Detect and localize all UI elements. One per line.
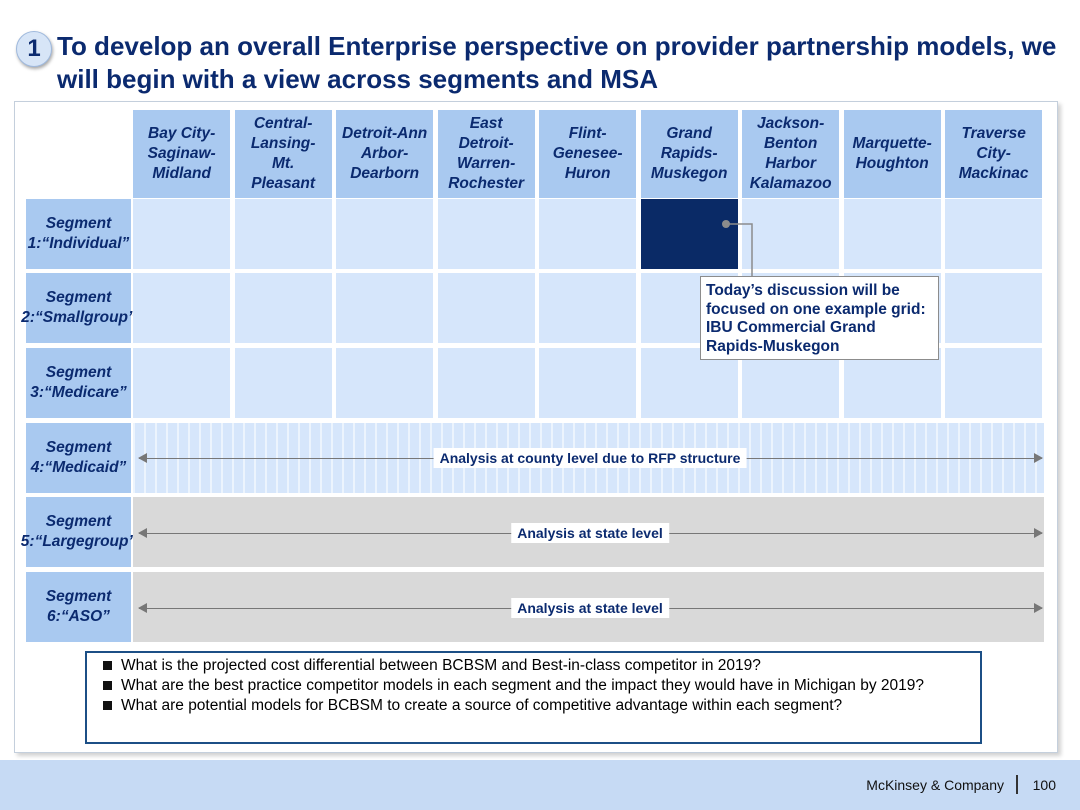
column-header-msa: Marquette- Houghton (843, 110, 941, 198)
label-line: Segment 4: (30, 439, 112, 476)
large-group-band-label: Analysis at state level (511, 523, 669, 543)
aso-band-label: Analysis at state level (511, 598, 669, 618)
grid-cell (539, 273, 637, 343)
label-line: East (469, 115, 503, 132)
label-line: Genesee- (552, 145, 623, 162)
grid-cell (234, 199, 332, 269)
label-line: Rochester (448, 175, 525, 192)
label-line: Segment 6: (45, 588, 112, 625)
label-line: Midland (152, 165, 211, 182)
column-header-msa: Jackson- Benton Harbor Kalamazoo (742, 110, 840, 198)
segment-row-header: Segment 6:“ASO” (26, 572, 131, 642)
grid-cell (539, 348, 637, 418)
grid-cell (234, 273, 332, 343)
label-line: “Medicaid” (44, 459, 127, 476)
highlighted-grid-cell (640, 199, 738, 269)
label-line: Grand (666, 125, 712, 142)
label-line: “Small (35, 309, 85, 326)
column-header-msa: Central- Lansing- Mt. Pleasant (234, 110, 332, 198)
discussion-callout: Today’s discussion will be focused on on… (700, 276, 939, 360)
grid-cell (336, 199, 434, 269)
label-line: Benton (763, 135, 818, 152)
grid-cell (133, 199, 231, 269)
label-line: Segment 2: (21, 289, 112, 326)
grid-cell (336, 348, 434, 418)
label-line: Muskegon (650, 165, 728, 182)
grid-cell (437, 273, 535, 343)
label-line: group” (84, 309, 136, 326)
column-header-msa: Traverse City- Mackinac (945, 110, 1043, 198)
label-line: Segment 3: (30, 364, 112, 401)
grid-cell (945, 273, 1043, 343)
segment-row-header: Segment 3:“Medicare” (26, 348, 131, 418)
label-line: Bay City- (148, 125, 216, 142)
label-line: Warren- (456, 155, 516, 172)
column-header-msa: East Detroit- Warren- Rochester (437, 110, 535, 198)
column-header-msa: Grand Rapids- Muskegon (640, 110, 738, 198)
grid-cell (945, 348, 1043, 418)
key-questions-box: What is the projected cost differential … (85, 651, 982, 744)
label-line: Lansing- (250, 135, 316, 152)
grid-cell (336, 273, 434, 343)
column-header-msa: Bay City- Saginaw- Midland (133, 110, 231, 198)
label-line: Jackson- (757, 115, 825, 132)
label-line: Traverse (961, 125, 1026, 142)
label-line: Mt. (271, 155, 295, 172)
segment-row-header: Segment 5:“Largegroup” (21, 497, 136, 567)
slide-number-badge: 1 (16, 31, 52, 67)
label-line: “Large (34, 533, 85, 550)
grid-cell (437, 199, 535, 269)
label-line: Segment 1: (27, 215, 112, 252)
question-item: What are the best practice competitor mo… (101, 676, 970, 696)
label-line: Huron (564, 165, 611, 182)
label-line: “ASO” (60, 608, 110, 625)
label-line: Houghton (855, 155, 929, 172)
label-line: Harbor (765, 155, 817, 172)
medicaid-band-label: Analysis at county level due to RFP stru… (433, 448, 747, 468)
label-line: Mackinac (958, 165, 1029, 182)
label-line: “Individual” (41, 235, 130, 252)
grid-cell (742, 199, 840, 269)
column-header-msa: Detroit-Ann Arbor- Dearborn (336, 110, 434, 198)
label-line: Segment 5: (20, 513, 112, 550)
slide-title: To develop an overall Enterprise perspec… (57, 31, 1057, 94)
label-line: Arbor- (360, 145, 409, 162)
segment-row-header: Segment 2:“Smallgroup” (21, 273, 136, 343)
grid-cell (945, 199, 1043, 269)
label-line: Pleasant (251, 175, 316, 192)
label-line: Rapids- (660, 145, 718, 162)
segment-row-header: Segment 4:“Medicaid” (26, 423, 131, 493)
label-line: Detroit- (458, 135, 514, 152)
footer-bar: McKinsey & Company 100 (0, 760, 1080, 810)
label-line: Kalamazoo (749, 175, 832, 192)
segment-row-header: Segment 1:“Individual” (26, 199, 131, 269)
footer-divider (1016, 775, 1018, 794)
label-line: Detroit-Ann (342, 125, 428, 142)
column-header-msa: Flint- Genesee- Huron (539, 110, 637, 198)
label-line: City- (976, 145, 1011, 162)
footer-company: McKinsey & Company (866, 777, 1004, 793)
grid-cell (133, 348, 231, 418)
label-line: Dearborn (350, 165, 420, 182)
label-line: Flint- (568, 125, 607, 142)
grid-cell (843, 199, 941, 269)
question-item: What are potential models for BCBSM to c… (101, 696, 970, 716)
label-line: Marquette- (852, 135, 932, 152)
grid-cell (437, 348, 535, 418)
label-line: Saginaw- (147, 145, 216, 162)
footer-page-number: 100 (1032, 777, 1056, 793)
grid-cell (133, 273, 231, 343)
label-line: group” (84, 533, 137, 550)
grid-cell (234, 348, 332, 418)
question-item: What is the projected cost differential … (101, 656, 970, 676)
label-line: Central- (253, 115, 313, 132)
grid-cell (539, 199, 637, 269)
label-line: “Medicare” (44, 384, 127, 401)
